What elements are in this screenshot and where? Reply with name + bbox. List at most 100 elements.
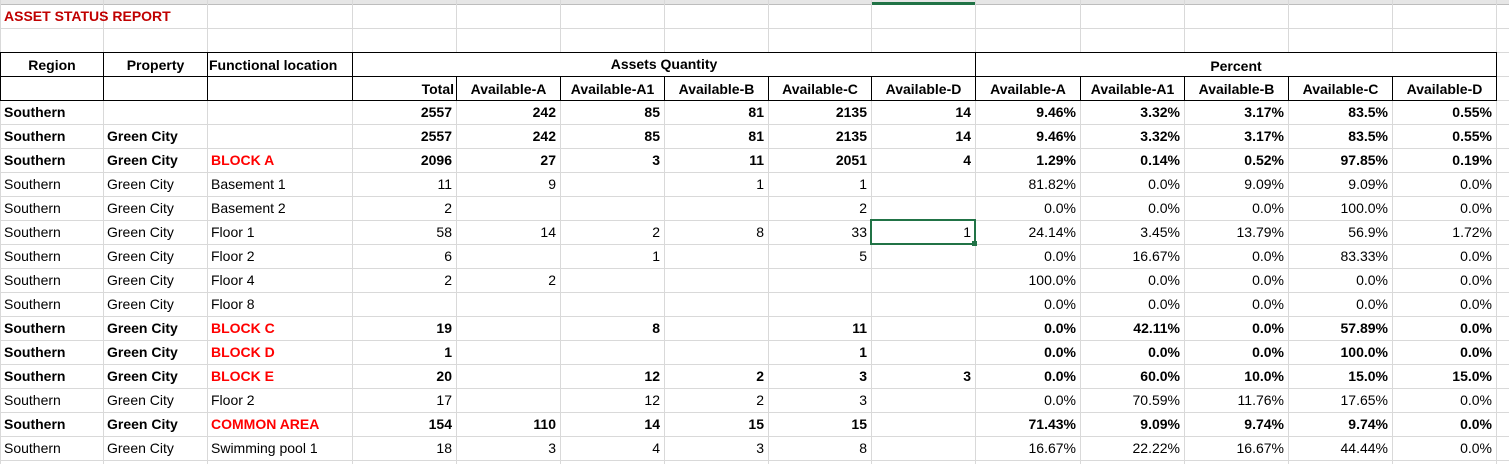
- cell-qty-available-a[interactable]: 242: [532, 128, 556, 144]
- cell-pct-available-a1[interactable]: 3.32%: [1140, 128, 1180, 144]
- cell-pct-available-d[interactable]: 1.72%: [1452, 224, 1492, 240]
- cell-functional-location[interactable]: Basement 1: [211, 176, 286, 192]
- cell-pct-available-a1[interactable]: 0.14%: [1140, 152, 1180, 168]
- cell-qty-available-a1[interactable]: 85: [644, 104, 660, 120]
- cell-qty-available-a[interactable]: [456, 292, 560, 316]
- cell-functional-location[interactable]: Floor 1: [211, 224, 255, 240]
- cell-qty-available-c[interactable]: 11: [852, 320, 867, 336]
- header-assets-quantity[interactable]: Assets Quantity: [352, 52, 976, 77]
- cell-region[interactable]: Southern: [4, 152, 66, 168]
- cell-pct-available-d[interactable]: 0.0%: [1460, 440, 1492, 456]
- cell-qty-available-a[interactable]: 3: [548, 440, 556, 456]
- cell-qty-available-b[interactable]: 8: [756, 224, 764, 240]
- cell-pct-available-a[interactable]: 0.0%: [1044, 320, 1076, 336]
- cell-pct-available-d[interactable]: 0.19%: [1452, 152, 1492, 168]
- cell-pct-available-c[interactable]: 83.5%: [1348, 104, 1388, 120]
- cell-qty-available-d[interactable]: [871, 412, 975, 436]
- cell-qty-available-a[interactable]: [456, 364, 560, 388]
- cell-property[interactable]: Green City: [107, 152, 178, 168]
- cell-qty-available-a[interactable]: [456, 388, 560, 412]
- report-title[interactable]: ASSET STATUS REPORT: [4, 8, 171, 24]
- cell-pct-available-a[interactable]: 0.0%: [1044, 296, 1076, 312]
- cell-pct-available-c[interactable]: 100.0%: [1340, 200, 1388, 216]
- cell-total[interactable]: 6: [444, 248, 452, 264]
- cell-qty-available-a[interactable]: 9: [548, 176, 556, 192]
- cell-qty-available-b[interactable]: 81: [748, 128, 764, 144]
- header-functional-location-blank[interactable]: [207, 76, 353, 101]
- cell-qty-available-a1[interactable]: 12: [644, 392, 660, 408]
- cell-total[interactable]: 17: [436, 392, 452, 408]
- cell-pct-available-b[interactable]: 0.52%: [1244, 152, 1284, 168]
- cell-qty-available-c[interactable]: 2135: [835, 128, 867, 144]
- cell-pct-available-a[interactable]: 0.0%: [1044, 368, 1076, 384]
- cell-pct-available-c[interactable]: 9.09%: [1348, 176, 1388, 192]
- subheader-qty-available-a[interactable]: Available-A: [456, 76, 561, 101]
- cell-total[interactable]: 2: [444, 200, 452, 216]
- header-functional-location[interactable]: Functional location: [207, 52, 353, 77]
- cell-qty-available-a1[interactable]: 14: [644, 416, 660, 432]
- cell-qty-available-d[interactable]: [871, 316, 975, 340]
- cell-pct-available-b[interactable]: 13.79%: [1236, 224, 1284, 240]
- cell-pct-available-b[interactable]: 3.17%: [1244, 128, 1284, 144]
- cell-region[interactable]: Southern: [4, 176, 61, 192]
- cell-functional-location[interactable]: Floor 2: [211, 248, 255, 264]
- cell-qty-available-a1[interactable]: 12: [644, 368, 660, 384]
- cell-qty-available-a[interactable]: 27: [540, 152, 556, 168]
- cell-total[interactable]: 2096: [420, 152, 452, 168]
- cell-qty-available-a[interactable]: 110: [533, 416, 556, 432]
- cell-pct-available-b[interactable]: 9.74%: [1244, 416, 1284, 432]
- cell-qty-available-a1[interactable]: 3: [652, 152, 660, 168]
- cell-qty-available-a1[interactable]: [560, 172, 664, 196]
- cell-pct-available-d[interactable]: 0.0%: [1460, 296, 1492, 312]
- cell-pct-available-a[interactable]: 9.46%: [1036, 128, 1076, 144]
- cell-pct-available-a[interactable]: 16.67%: [1028, 440, 1076, 456]
- subheader-qty-total[interactable]: Total: [352, 76, 457, 101]
- header-percent[interactable]: Percent: [975, 52, 1497, 77]
- cell-pct-available-c[interactable]: 56.9%: [1348, 224, 1388, 240]
- cell-qty-available-c[interactable]: 3: [859, 368, 867, 384]
- cell-qty-available-d[interactable]: 4: [963, 152, 971, 168]
- cell-qty-available-c[interactable]: [768, 268, 871, 292]
- cell-pct-available-b[interactable]: 0.0%: [1252, 248, 1284, 264]
- cell-qty-available-a1[interactable]: 85: [644, 128, 660, 144]
- cell-pct-available-c[interactable]: 0.0%: [1356, 296, 1388, 312]
- cell-functional-location[interactable]: Floor 4: [211, 272, 255, 288]
- cell-property[interactable]: Green City: [107, 128, 178, 144]
- cell-pct-available-d[interactable]: 0.0%: [1460, 272, 1492, 288]
- cell-qty-available-a[interactable]: [456, 196, 560, 220]
- cell-qty-available-c[interactable]: 1: [859, 344, 867, 360]
- subheader-pct-available-d[interactable]: Available-D: [1392, 76, 1497, 101]
- cell-pct-available-b[interactable]: 0.0%: [1252, 344, 1284, 360]
- cell-property[interactable]: Green City: [107, 416, 178, 432]
- cell-total[interactable]: [352, 292, 456, 316]
- cell-qty-available-b[interactable]: 3: [756, 440, 764, 456]
- cell-pct-available-c[interactable]: 83.5%: [1348, 128, 1388, 144]
- header-region-blank[interactable]: [0, 76, 104, 101]
- cell-qty-available-d[interactable]: [871, 388, 975, 412]
- cell-pct-available-a1[interactable]: 22.22%: [1132, 440, 1180, 456]
- cell-property[interactable]: Green City: [107, 224, 174, 240]
- cell-qty-available-d[interactable]: [871, 340, 975, 364]
- cell-functional-location[interactable]: BLOCK E: [211, 368, 274, 384]
- cell-total[interactable]: 154: [428, 416, 452, 432]
- cell-qty-available-d[interactable]: 14: [955, 104, 971, 120]
- cell-total[interactable]: 18: [436, 440, 452, 456]
- cell-pct-available-a1[interactable]: 0.0%: [1148, 176, 1180, 192]
- cell-pct-available-c[interactable]: 44.44%: [1340, 440, 1388, 456]
- cell-region[interactable]: Southern: [4, 128, 66, 144]
- cell-pct-available-a1[interactable]: 0.0%: [1148, 200, 1180, 216]
- cell-total[interactable]: 20: [436, 368, 452, 384]
- cell-property[interactable]: Green City: [107, 176, 174, 192]
- cell-pct-available-a[interactable]: 1.29%: [1036, 152, 1076, 168]
- cell-pct-available-a1[interactable]: 0.0%: [1148, 344, 1180, 360]
- cell-pct-available-c[interactable]: 57.89%: [1340, 320, 1388, 336]
- cell-qty-available-b[interactable]: 11: [749, 152, 764, 168]
- cell-qty-available-c[interactable]: 15: [851, 416, 867, 432]
- cell-region[interactable]: Southern: [4, 296, 61, 312]
- cell-qty-available-d[interactable]: [871, 436, 975, 460]
- cell-property[interactable]: Green City: [107, 296, 174, 312]
- cell-qty-available-a[interactable]: [456, 244, 560, 268]
- cell-pct-available-a1[interactable]: 70.59%: [1132, 392, 1180, 408]
- cell-pct-available-b[interactable]: 10.0%: [1244, 368, 1284, 384]
- cell-pct-available-a[interactable]: 0.0%: [1044, 392, 1076, 408]
